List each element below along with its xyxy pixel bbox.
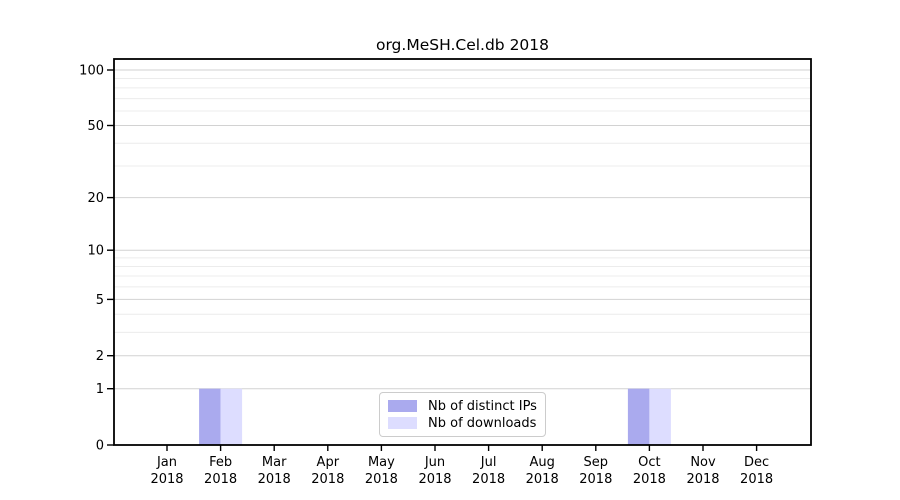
y-tick-label: 5 <box>96 293 104 308</box>
x-tick-label-year: 2018 <box>311 472 344 487</box>
x-tick-label-year: 2018 <box>526 472 559 487</box>
y-tick-label: 1 <box>96 382 104 397</box>
x-tick-label-month: Dec <box>744 455 769 470</box>
x-tick-label-year: 2018 <box>472 472 505 487</box>
x-tick-label-month: Feb <box>209 455 232 470</box>
x-tick-label-month: Sep <box>584 455 609 470</box>
plot-border <box>113 58 812 446</box>
bar-oct-nb-of-distinct-ips <box>627 388 650 445</box>
bar-feb-nb-of-downloads <box>220 388 243 445</box>
legend-label-distinct-ips: Nb of distinct IPs <box>428 398 537 414</box>
y-tick-label: 50 <box>87 119 104 134</box>
x-tick-label-year: 2018 <box>258 472 291 487</box>
y-tick-label: 100 <box>79 64 104 79</box>
legend: Nb of distinct IPs Nb of downloads <box>379 392 546 437</box>
y-tick-label: 0 <box>96 439 104 454</box>
x-tick-label-month: Jan <box>156 455 177 470</box>
y-tick-label: 10 <box>87 244 104 259</box>
x-tick-label-month: Jul <box>480 455 497 470</box>
x-tick-label-year: 2018 <box>686 472 719 487</box>
x-tick-label-year: 2018 <box>204 472 237 487</box>
x-tick-label-month: Apr <box>317 455 340 470</box>
legend-item-downloads: Nb of downloads <box>388 417 537 430</box>
x-tick-label-year: 2018 <box>633 472 666 487</box>
x-tick-label-month: Oct <box>638 455 660 470</box>
legend-item-distinct-ips: Nb of distinct IPs <box>388 400 537 413</box>
x-tick-label-year: 2018 <box>365 472 398 487</box>
legend-swatch-downloads-icon <box>388 417 417 429</box>
legend-label-downloads: Nb of downloads <box>428 415 537 431</box>
bar-oct-nb-of-downloads <box>649 388 671 445</box>
x-tick-label-year: 2018 <box>418 472 451 487</box>
x-tick-label-month: Nov <box>690 455 716 470</box>
chart-title: org.MeSH.Cel.db 2018 <box>375 36 550 54</box>
x-tick-label-month: Jun <box>424 455 445 470</box>
x-tick-label-month: May <box>368 455 395 470</box>
bar-feb-nb-of-distinct-ips <box>199 388 221 445</box>
y-tick-label: 20 <box>87 191 104 206</box>
legend-swatch-distinct-ips-icon <box>388 400 417 412</box>
x-tick-label-month: Mar <box>262 455 287 470</box>
x-tick-label-month: Aug <box>530 455 555 470</box>
x-tick-label-year: 2018 <box>579 472 612 487</box>
y-tick-label: 2 <box>96 349 104 364</box>
x-tick-label-year: 2018 <box>150 472 183 487</box>
x-tick-label-year: 2018 <box>740 472 773 487</box>
